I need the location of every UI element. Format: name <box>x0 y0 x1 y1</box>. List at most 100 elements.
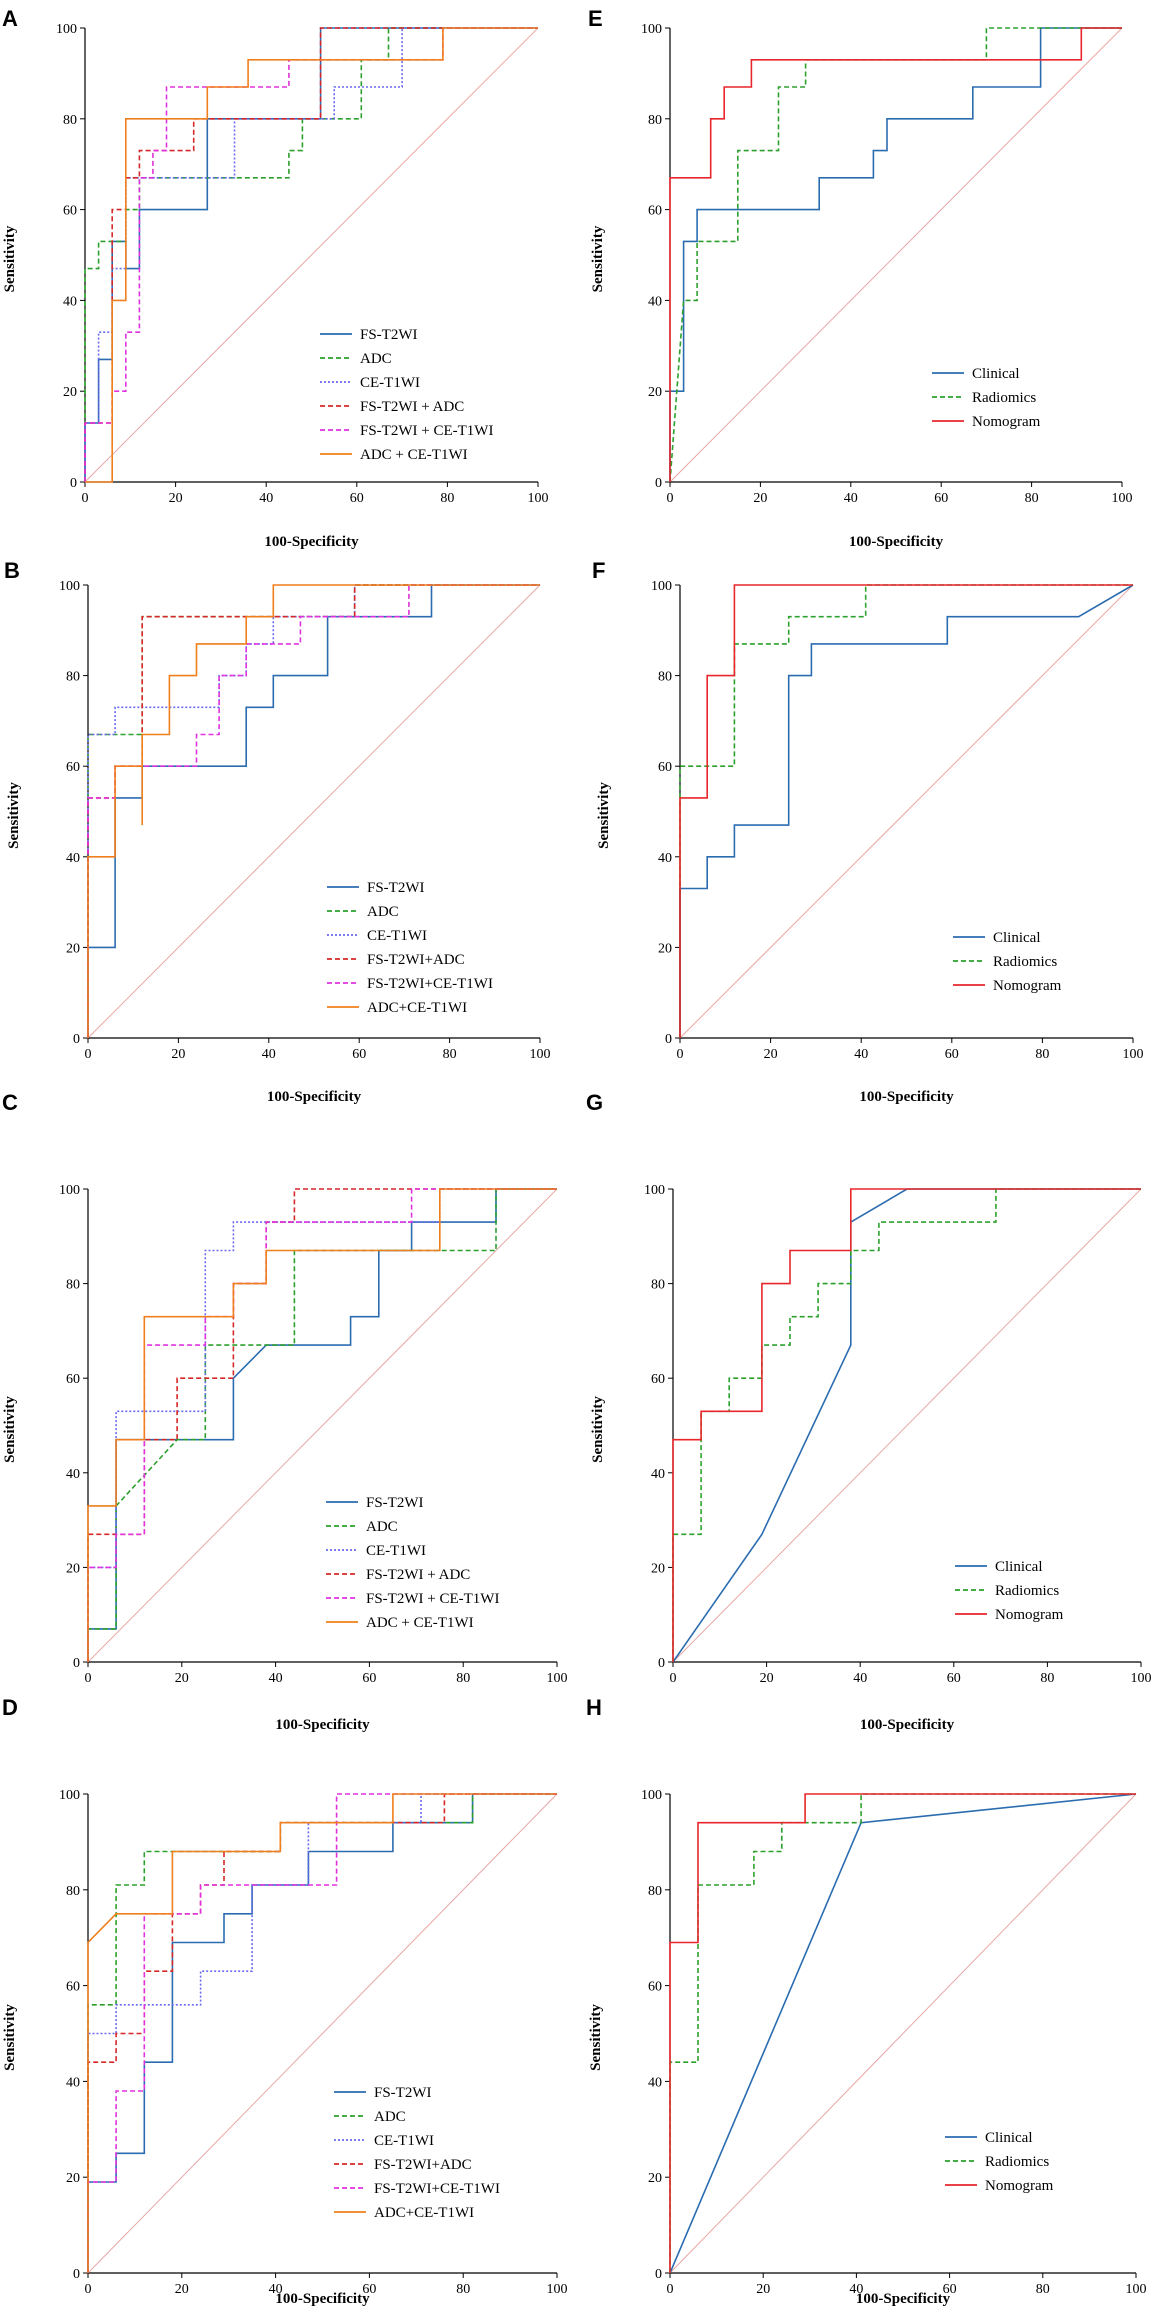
roc-curve-nomogram <box>669 27 1122 482</box>
panel-g: G 00 20 20 40 40 60 60 80 80 100 100 100-Specificity… <box>586 1090 1152 1733</box>
y-tick-label: 80 <box>648 1884 662 1899</box>
y-tick-label: 20 <box>66 941 80 956</box>
x-tick-label: 80 <box>1036 2282 1050 2297</box>
x-tick-label: 100 <box>528 491 549 506</box>
roc-curve-adc-ce-t1wi <box>87 1793 557 2273</box>
legend-label: ADC + CE-T1WI <box>360 447 468 463</box>
x-tick-label: 60 <box>947 1671 961 1686</box>
x-tick-label: 60 <box>945 1047 959 1062</box>
y-tick-label: 60 <box>651 1372 665 1387</box>
legend-label: ADC <box>374 2109 406 2125</box>
roc-curve-adc-ce-t1wi <box>87 1188 557 1662</box>
panel-c: C 00 20 20 40 40 60 60 80 80 100 100 100-Specificity… <box>2 1090 568 1733</box>
x-axis-title: 100-Specificity <box>264 534 359 550</box>
y-tick-label: 60 <box>648 1980 662 1995</box>
x-tick-label: 0 <box>82 491 89 506</box>
y-tick-label: 80 <box>658 670 672 685</box>
panel-letter: A <box>2 6 18 31</box>
legend-label: FS-T2WI + CE-T1WI <box>360 423 493 439</box>
x-tick-label: 20 <box>175 2282 189 2297</box>
x-tick-label: 80 <box>1035 1047 1049 1062</box>
y-tick-label: 100 <box>641 22 662 37</box>
y-tick-label: 100 <box>651 579 672 594</box>
x-tick-label: 100 <box>1131 1671 1152 1686</box>
y-tick-label: 40 <box>651 1467 665 1482</box>
legend-label: FS-T2WI+ADC <box>367 952 465 968</box>
x-tick-label: 0 <box>85 2282 92 2297</box>
x-tick-label: 60 <box>352 1047 366 1062</box>
roc-curve-ce-t1wi <box>87 1793 557 2273</box>
roc-curve-clinical <box>669 27 1122 482</box>
y-tick-label: 60 <box>648 204 662 219</box>
y-tick-label: 40 <box>648 2075 662 2090</box>
y-tick-label: 100 <box>59 1788 80 1803</box>
y-tick-label: 100 <box>641 1788 662 1803</box>
roc-curve-adc-ce-t1wi <box>85 27 538 483</box>
y-tick-label: 20 <box>66 2171 80 2186</box>
y-axis-title: Sensitivity <box>590 225 606 292</box>
legend-label: ADC+CE-T1WI <box>374 2205 474 2221</box>
x-tick-label: 0 <box>667 491 674 506</box>
roc-curve-adc-ce-t1wi <box>87 584 540 1038</box>
legend-label: Clinical <box>972 366 1020 382</box>
legend-label: ADC <box>366 1519 398 1535</box>
y-tick-label: 100 <box>59 1183 80 1198</box>
x-tick-label: 0 <box>85 1047 92 1062</box>
x-tick-label: 100 <box>530 1047 551 1062</box>
x-tick-label: 0 <box>85 1671 92 1686</box>
panel-h: H 00 20 20 40 40 60 60 80 80 100 100 100-Specificity… <box>586 1695 1147 2307</box>
x-axis-title: 100-Specificity <box>849 534 944 550</box>
legend-label: FS-T2WI+CE-T1WI <box>374 2181 500 2197</box>
panel-a: A 00 20 20 40 40 60 60 80 80 100 100 100-Specificity… <box>2 6 549 550</box>
x-tick-label: 20 <box>175 1671 189 1686</box>
y-tick-label: 40 <box>658 851 672 866</box>
x-tick-label: 100 <box>1112 491 1133 506</box>
y-tick-label: 20 <box>651 1561 665 1576</box>
x-axis-title: 100-Specificity <box>267 1089 362 1105</box>
x-axis-title: 100-Specificity <box>275 2291 370 2307</box>
legend-label: Nomogram <box>985 2178 1054 2194</box>
x-tick-label: 80 <box>440 491 454 506</box>
legend-label: Nomogram <box>993 978 1062 994</box>
panel-letter: F <box>592 558 605 583</box>
y-tick-label: 20 <box>63 385 77 400</box>
legend-label: CE-T1WI <box>367 928 427 944</box>
y-tick-label: 0 <box>655 476 662 491</box>
roc-curve-fs-t2wi-ce-t1wi <box>87 1188 557 1662</box>
panel-letter: H <box>586 1695 602 1720</box>
legend-label: ADC <box>360 351 392 367</box>
roc-curve-adc <box>87 1793 557 2273</box>
x-tick-label: 60 <box>362 1671 376 1686</box>
x-tick-label: 0 <box>670 1671 677 1686</box>
panel-letter: B <box>4 558 20 583</box>
panel-letter: C <box>2 1090 18 1115</box>
x-tick-label: 40 <box>854 1047 868 1062</box>
legend-label: FS-T2WI <box>367 880 425 896</box>
x-tick-label: 60 <box>943 2282 957 2297</box>
legend-label: CE-T1WI <box>360 375 420 391</box>
legend-label: ADC+CE-T1WI <box>367 1000 467 1016</box>
y-tick-label: 80 <box>66 1278 80 1293</box>
x-tick-label: 60 <box>350 491 364 506</box>
x-tick-label: 80 <box>456 1671 470 1686</box>
roc-curve-nomogram <box>672 1188 1141 1662</box>
x-tick-label: 20 <box>171 1047 185 1062</box>
legend-label: Clinical <box>985 2130 1033 2146</box>
legend-label: FS-T2WI + ADC <box>366 1567 470 1583</box>
y-axis-title: Sensitivity <box>6 782 22 849</box>
y-tick-label: 40 <box>66 2075 80 2090</box>
legend-label: FS-T2WI <box>366 1495 424 1511</box>
y-tick-label: 100 <box>644 1183 665 1198</box>
y-tick-label: 60 <box>658 760 672 775</box>
y-axis-title: Sensitivity <box>2 1396 18 1463</box>
legend-label: FS-T2WI <box>374 2085 432 2101</box>
legend-label: FS-T2WI <box>360 327 418 343</box>
x-tick-label: 80 <box>443 1047 457 1062</box>
x-tick-label: 0 <box>667 2282 674 2297</box>
y-tick-label: 60 <box>66 1372 80 1387</box>
x-tick-label: 80 <box>456 2282 470 2297</box>
x-tick-label: 20 <box>760 1671 774 1686</box>
panel-f: F 00 20 20 40 40 60 60 80 80 100 100 100-Specificity… <box>592 558 1144 1105</box>
roc-curve-nomogram <box>679 584 1133 1038</box>
